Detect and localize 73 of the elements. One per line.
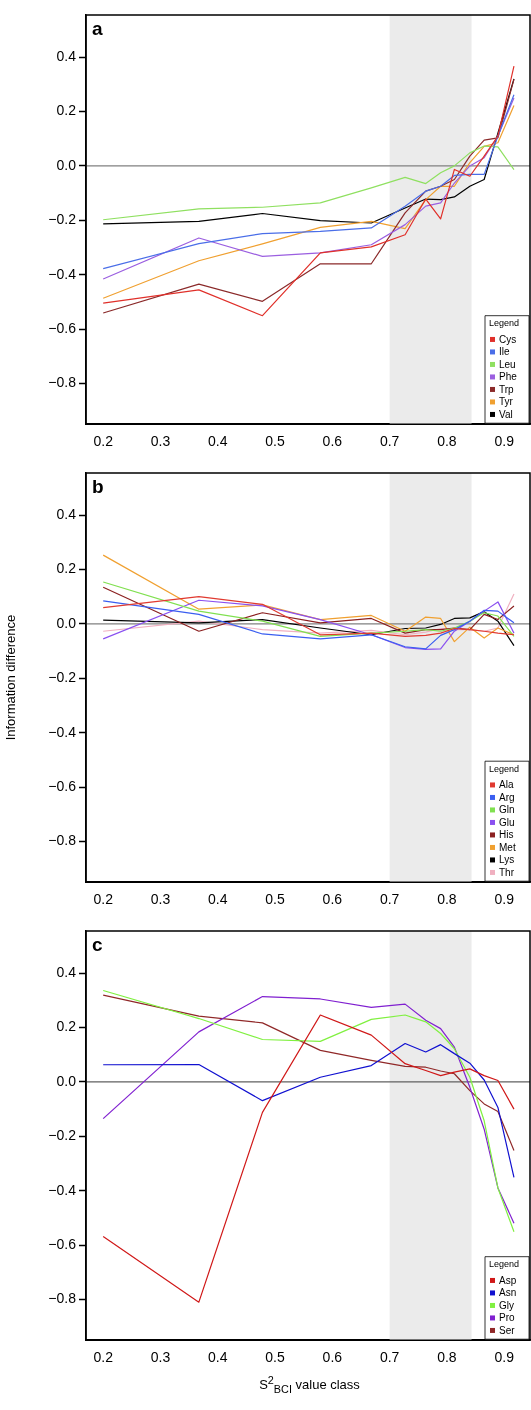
y-tick-label: −0.4 — [48, 1181, 77, 1198]
legend-label: Val — [499, 408, 513, 420]
legend-label: Gln — [499, 804, 515, 816]
legend-label: Arg — [499, 791, 515, 803]
legend-label: Trp — [499, 383, 515, 395]
legend-label: Cys — [499, 333, 517, 345]
x-tick-label: 0.8 — [437, 433, 457, 450]
x-tick-label: 0.7 — [379, 433, 400, 450]
x-tick-label: 0.4 — [208, 433, 228, 450]
x-tick-label: 0.5 — [265, 1349, 285, 1366]
x-tick-label: 0.9 — [494, 433, 515, 450]
y-tick-label: −0.8 — [48, 374, 77, 391]
legend-label: Ile — [499, 346, 510, 358]
x-axis-title: S$^{2}$$_{BCI}$ value class — [258, 1374, 361, 1396]
y-tick-label: 0.4 — [56, 964, 77, 980]
legend-label: Thr — [499, 866, 515, 878]
x-tick-label: 0.7 — [379, 1349, 400, 1366]
x-tick-label: 0.5 — [265, 891, 285, 908]
legend-label: Glu — [499, 816, 515, 828]
chart-title: c — [92, 933, 103, 955]
legend-label: Asp — [499, 1274, 517, 1286]
legend-label: Lys — [499, 854, 515, 866]
x-tick-label: 0.9 — [494, 1349, 515, 1366]
y-tick-label: −0.2 — [48, 669, 77, 686]
y-tick-label: 0.2 — [56, 560, 77, 577]
y-tick-label: −0.2 — [48, 211, 77, 228]
y-tick-label: −0.2 — [48, 1127, 77, 1144]
x-tick-label: 0.8 — [437, 891, 457, 908]
y-tick-label: 0.0 — [56, 156, 77, 173]
y-tick-label: 0.0 — [56, 1072, 77, 1089]
legend-label: Leu — [499, 358, 516, 370]
x-tick-label: 0.2 — [93, 891, 114, 908]
y-tick-label: 0.4 — [56, 48, 77, 64]
x-tick-label: 0.8 — [437, 1349, 457, 1366]
x-tick-label: 0.6 — [322, 1349, 343, 1366]
y-tick-label: 0.0 — [56, 614, 77, 631]
chart-title: a — [92, 17, 103, 39]
x-tick-label: 0.3 — [150, 433, 171, 450]
legend-label: Gly — [499, 1299, 514, 1311]
x-tick-label: 0.4 — [208, 891, 228, 908]
legend-label: Met — [499, 841, 516, 853]
x-tick-label: 0.3 — [150, 1349, 171, 1366]
y-tick-label: −0.8 — [48, 1290, 77, 1307]
x-tick-label: 0.2 — [93, 433, 114, 450]
y-tick-label: −0.8 — [48, 832, 77, 849]
x-tick-label: 0.3 — [150, 891, 171, 908]
legend-label: Phe — [499, 371, 518, 383]
legend-label: Ala — [499, 779, 514, 791]
x-tick-label: 0.2 — [93, 1349, 114, 1366]
y-tick-label: −0.6 — [48, 777, 77, 794]
legend-title: Legend — [489, 763, 520, 774]
legend-label: Ser — [499, 1324, 516, 1336]
y-tick-label: −0.6 — [48, 319, 77, 336]
legend-title: Legend — [489, 1259, 520, 1270]
y-tick-label: −0.4 — [48, 723, 77, 740]
y-tick-label: 0.4 — [56, 506, 77, 522]
x-tick-label: 0.9 — [494, 891, 515, 908]
legend-label: Pro — [499, 1312, 515, 1324]
x-tick-label: 0.6 — [322, 891, 343, 908]
y-tick-label: 0.2 — [56, 102, 77, 119]
legend-label: Asn — [499, 1287, 517, 1299]
x-tick-label: 0.6 — [322, 433, 343, 450]
y-tick-label: −0.6 — [48, 1235, 77, 1252]
legend-title: Legend — [489, 318, 520, 329]
x-tick-label: 0.4 — [208, 1349, 228, 1366]
y-axis-title: Information difference — [3, 614, 19, 741]
y-tick-label: −0.4 — [48, 265, 77, 282]
legend-label: His — [499, 829, 514, 841]
x-tick-label: 0.7 — [379, 891, 400, 908]
legend-label: Tyr — [499, 396, 514, 408]
chart-title: b — [92, 475, 104, 497]
x-tick-label: 0.5 — [265, 433, 285, 450]
y-tick-label: 0.2 — [56, 1018, 77, 1035]
